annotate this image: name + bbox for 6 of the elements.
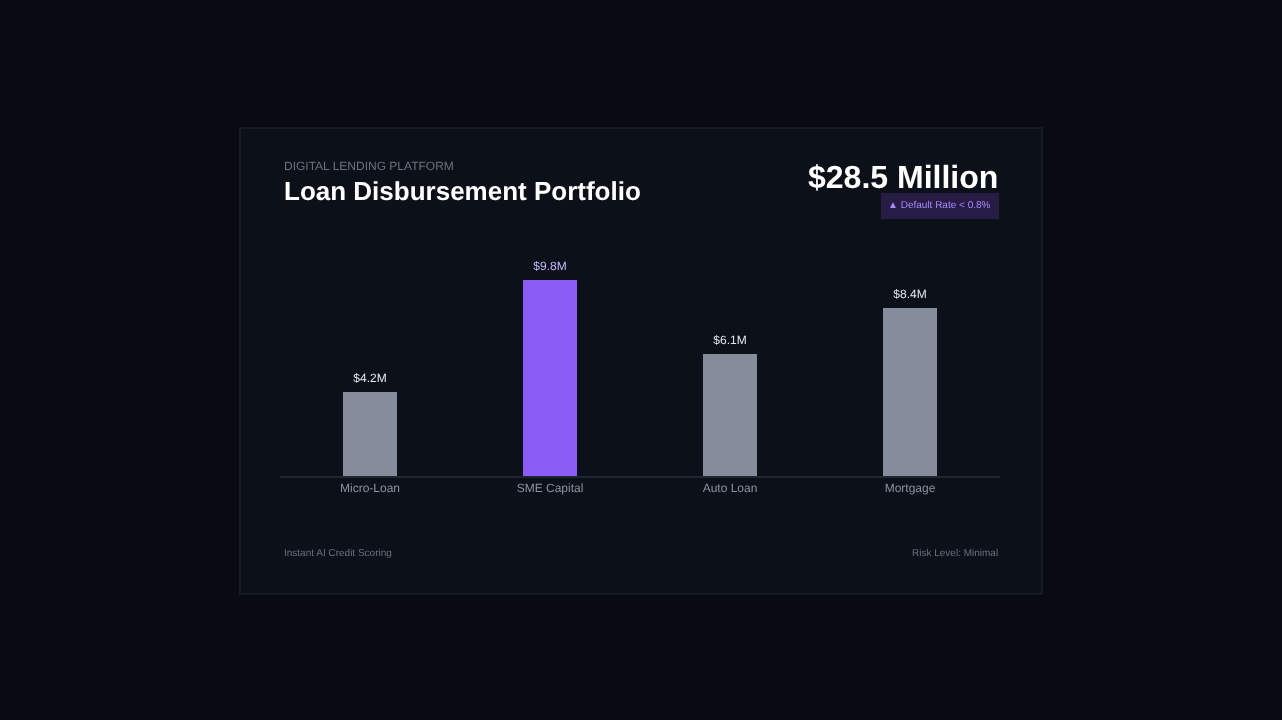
bar: [343, 392, 397, 476]
chart-title: Loan Disbursement Portfolio: [284, 176, 641, 206]
text: $28.5 Million: [808, 162, 999, 196]
bar: [523, 280, 577, 476]
bar: [703, 354, 757, 476]
bar: [883, 308, 937, 476]
